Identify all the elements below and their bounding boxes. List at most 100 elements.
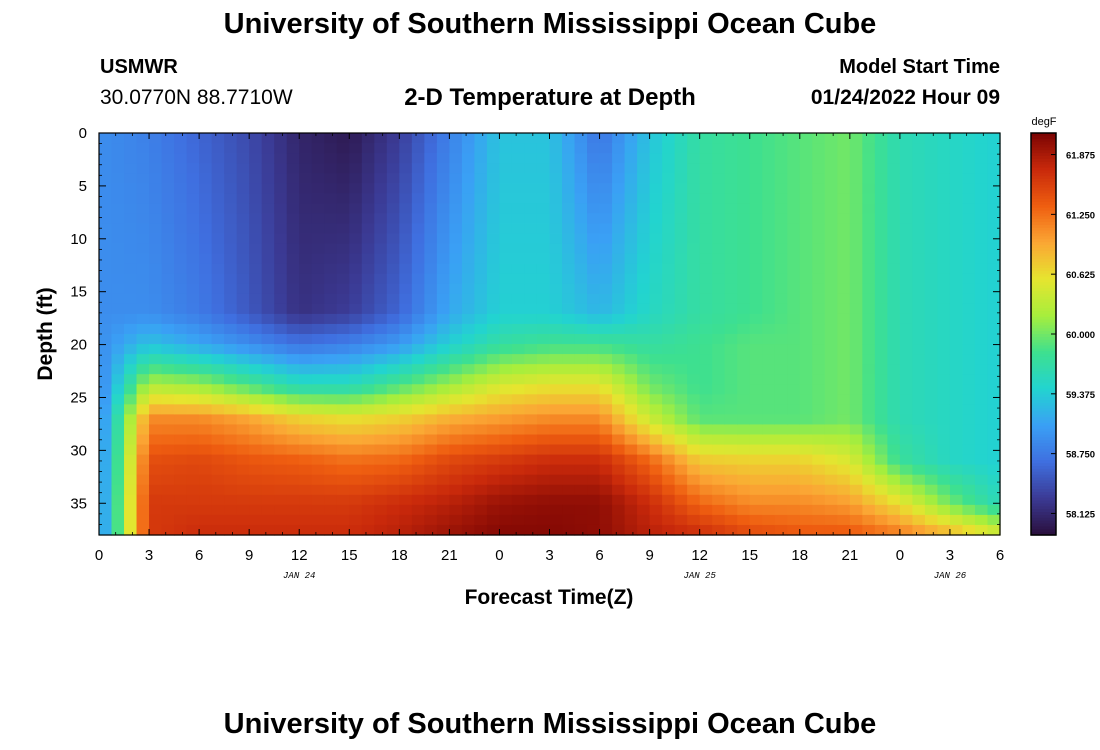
heatmap-cell	[224, 243, 238, 255]
heatmap-cell	[687, 454, 701, 466]
heatmap-cell	[449, 464, 463, 476]
heatmap-cell	[399, 203, 413, 214]
heatmap-cell	[174, 183, 188, 194]
heatmap-cell	[136, 364, 150, 375]
heatmap-cell	[937, 424, 951, 436]
heatmap-cell	[574, 434, 588, 446]
heatmap-cell	[712, 434, 726, 446]
heatmap-cell	[336, 524, 350, 536]
heatmap-cell	[349, 474, 363, 486]
heatmap-cell	[637, 203, 651, 214]
heatmap-cell	[399, 313, 413, 325]
heatmap-cell	[286, 444, 300, 456]
heatmap-cell	[599, 293, 613, 305]
heatmap-cell	[261, 263, 275, 275]
heatmap-cell	[511, 484, 526, 496]
heatmap-cell	[299, 183, 313, 194]
heatmap-cell	[186, 494, 200, 506]
heatmap-cell	[912, 374, 926, 385]
heatmap-cell	[111, 434, 125, 446]
heatmap-cell	[912, 464, 926, 476]
heatmap-cell	[974, 233, 989, 245]
heatmap-cell	[299, 303, 313, 315]
heatmap-cell	[311, 263, 325, 275]
heatmap-cell	[599, 334, 613, 345]
heatmap-cell	[524, 313, 538, 325]
heatmap-cell	[99, 203, 113, 214]
heatmap-cell	[111, 514, 125, 526]
heatmap-cell	[624, 524, 638, 536]
heatmap-cell	[99, 293, 113, 305]
heatmap-cell	[324, 374, 338, 385]
heatmap-cell	[837, 514, 851, 526]
heatmap-cell	[286, 434, 300, 446]
heatmap-cell	[474, 504, 488, 516]
heatmap-cell	[299, 434, 313, 446]
heatmap-cell	[587, 203, 601, 214]
heatmap-cell	[274, 193, 288, 204]
heatmap-cell	[549, 434, 563, 446]
heatmap-cell	[249, 273, 263, 285]
heatmap-cell	[174, 474, 188, 486]
heatmap-cell	[549, 253, 563, 265]
heatmap-cell	[737, 454, 751, 466]
heatmap-cell	[111, 253, 125, 265]
heatmap-cell	[149, 203, 163, 214]
heatmap-cell	[411, 313, 425, 325]
heatmap-cell	[524, 464, 538, 476]
heatmap-cell	[762, 464, 776, 476]
heatmap-cell	[574, 334, 588, 345]
heatmap-cell	[737, 283, 751, 295]
heatmap-cell	[199, 293, 213, 305]
heatmap-cell	[862, 464, 876, 476]
heatmap-cell	[286, 334, 300, 345]
heatmap-cell	[637, 173, 651, 184]
heatmap-cell	[499, 223, 513, 235]
heatmap-cell	[474, 173, 488, 184]
colorbar-band	[1031, 259, 1056, 263]
heatmap-cell	[974, 273, 989, 285]
heatmap-cell	[499, 183, 513, 194]
heatmap-cell	[99, 394, 113, 405]
heatmap-cell	[787, 434, 801, 446]
heatmap-cell	[562, 504, 576, 516]
heatmap-cell	[724, 203, 738, 214]
heatmap-cell	[674, 173, 688, 184]
heatmap-cell	[624, 434, 638, 446]
heatmap-cell	[937, 394, 951, 405]
heatmap-cell	[311, 354, 325, 365]
heatmap-cell	[211, 303, 225, 315]
heatmap-cell	[574, 133, 588, 144]
heatmap-cell	[849, 444, 863, 456]
x-tick-label: 6	[996, 547, 1004, 564]
heatmap-cell	[424, 374, 438, 385]
heatmap-cell	[674, 153, 688, 164]
heatmap-cell	[274, 133, 288, 144]
heatmap-cell	[874, 193, 888, 204]
heatmap-cell	[874, 323, 888, 335]
heatmap-cell	[799, 494, 813, 506]
heatmap-cell	[261, 384, 275, 395]
heatmap-cell	[987, 163, 1001, 174]
heatmap-cell	[411, 223, 425, 235]
heatmap-cell	[174, 404, 188, 415]
heatmap-cell	[161, 504, 175, 516]
heatmap-cell	[436, 233, 450, 245]
colorbar-band	[1031, 400, 1056, 404]
heatmap-cell	[649, 303, 663, 315]
heatmap-cell	[149, 364, 163, 375]
heatmap-cell	[924, 323, 939, 335]
heatmap-cell	[949, 273, 964, 285]
heatmap-cell	[874, 153, 888, 164]
heatmap-cell	[787, 303, 801, 315]
heatmap-cell	[862, 243, 876, 255]
heatmap-cell	[99, 133, 113, 144]
heatmap-cell	[349, 183, 363, 194]
heatmap-cell	[662, 374, 676, 385]
heatmap-cell	[949, 354, 964, 365]
heatmap-cell	[824, 394, 838, 405]
heatmap-cell	[824, 273, 838, 285]
heatmap-cell	[987, 384, 1001, 395]
heatmap-cell	[962, 364, 976, 375]
heatmap-cell	[224, 303, 238, 315]
